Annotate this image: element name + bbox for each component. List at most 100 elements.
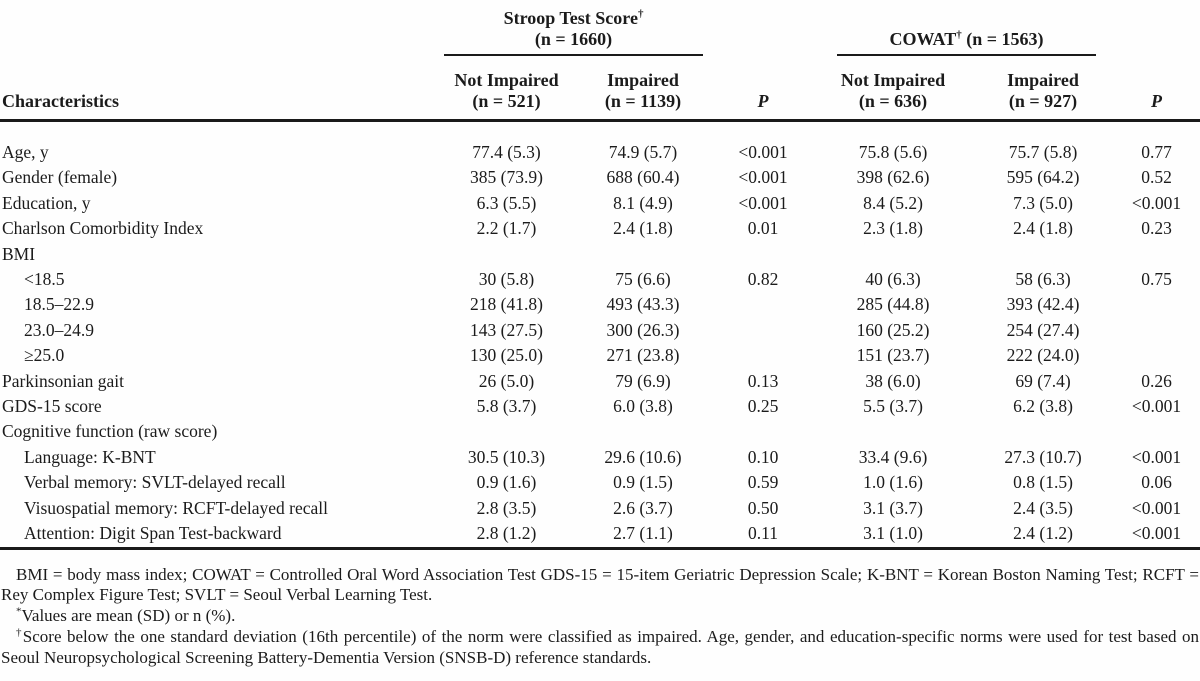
stroop-group-header: Stroop Test Score† (n = 1660) — [440, 2, 713, 56]
table-row: Age, y 77.4 (5.3) 74.9 (5.7) <0.001 75.8 (5.… — [0, 121, 1200, 166]
table-cell: 0.75 — [1141, 269, 1172, 290]
table-row: Charlson Comorbidity Index 2.2 (1.7) 2.4 (… — [0, 216, 1200, 241]
table-cell: 38 (6.0) — [865, 370, 921, 391]
dagger-marker: † — [16, 626, 23, 639]
row-label: 18.5–22.9 — [24, 294, 94, 315]
table-cell — [573, 242, 713, 267]
row-label: GDS-15 score — [2, 396, 102, 417]
table-cell: 79 (6.9) — [615, 370, 671, 391]
table-body: Age, y 77.4 (5.3) 74.9 (5.7) <0.001 75.8 (5.… — [0, 121, 1200, 549]
row-label: Cognitive function (raw score) — [2, 421, 218, 442]
table-cell: 29.6 (10.6) — [604, 446, 682, 467]
table-cell: 75.8 (5.6) — [858, 142, 928, 162]
table-cell: 0.13 — [747, 370, 779, 391]
table-cell: 5.5 (3.7) — [863, 396, 923, 417]
table-cell: 2.3 (1.8) — [863, 218, 923, 239]
table-cell: <0.001 — [1131, 396, 1182, 417]
table-cell: 30.5 (10.3) — [467, 446, 546, 467]
stroop-dagger-marker: † — [637, 8, 644, 20]
cowat-impaired-column-header: Impaired (n = 927) — [973, 56, 1114, 122]
table-cell: 0.10 — [747, 446, 779, 467]
table-cell: 77.4 (5.3) — [472, 142, 541, 162]
cowat-group-title: COWAT† (n = 1563) — [837, 29, 1097, 56]
row-label: Language: K-BNT — [24, 446, 156, 467]
row-label: Charlson Comorbidity Index — [2, 218, 204, 239]
cowat-not-impaired-column-header: Not Impaired (n = 636) — [813, 56, 974, 122]
table-cell: 595 (64.2) — [1006, 167, 1080, 188]
cowat-n-text: (n = 1563) — [966, 29, 1044, 49]
table-cell: 0.01 — [747, 218, 779, 239]
table-row: BMI — [0, 242, 1200, 267]
table-cell — [573, 419, 713, 444]
table-cell: 218 (41.8) — [470, 294, 543, 315]
table-cell: 6.0 (3.8) — [613, 396, 673, 417]
column-header-label: Not Impaired — [454, 70, 559, 90]
column-header-n: (n = 927) — [1008, 91, 1078, 111]
group-header-spacer — [713, 2, 813, 56]
table-row: Parkinsonian gait 26 (5.0) 79 (6.9) 0.13 38 … — [0, 369, 1200, 394]
table-cell: 1.0 (1.6) — [863, 472, 923, 493]
group-header-row: Stroop Test Score† (n = 1660) COWAT† (n … — [0, 2, 1200, 56]
table-cell: 33.4 (9.6) — [858, 446, 928, 467]
values-footnote-text: Values are mean (SD) or n (%). — [21, 606, 236, 626]
table-row: Attention: Digit Span Test-backward 2.8 (… — [0, 521, 1200, 548]
table-row: Verbal memory: SVLT-delayed recall 0.9 (1… — [0, 470, 1200, 495]
column-header-n: (n = 521) — [472, 91, 541, 111]
table-cell: 0.82 — [747, 269, 779, 290]
cowat-dagger-marker: † — [956, 29, 962, 41]
dagger-footnote-text: Score below the one standard deviation (… — [1, 626, 1200, 667]
table-cell — [713, 419, 813, 444]
table-cell: 2.2 (1.7) — [476, 218, 537, 239]
table-row: Language: K-BNT 30.5 (10.3) 29.6 (10.6) 0.1… — [0, 445, 1200, 470]
table-cell: 254 (27.4) — [1006, 319, 1080, 340]
table-cell — [973, 419, 1113, 444]
table-cell: 0.26 — [1141, 370, 1172, 391]
stroop-group-title: Stroop Test Score† (n = 1660) — [444, 8, 704, 56]
table-cell: 151 (23.7) — [856, 345, 930, 366]
table-cell: 2.4 (1.2) — [1013, 523, 1073, 544]
table-cell — [440, 419, 573, 444]
table-cell: 222 (24.0) — [1006, 345, 1080, 366]
column-header-label: Impaired — [1007, 70, 1079, 90]
table-cell: 300 (26.3) — [606, 319, 680, 340]
column-header-n: (n = 636) — [858, 91, 928, 111]
table-cell — [1113, 343, 1200, 368]
table-cell: 0.77 — [1141, 142, 1172, 162]
table-cell: 8.1 (4.9) — [613, 192, 673, 213]
table-cell: 40 (6.3) — [865, 269, 921, 290]
table-cell: <0.001 — [738, 192, 788, 213]
values-footnote: *Values are mean (SD) or n (%). — [1, 606, 1199, 627]
table-cell — [713, 292, 813, 317]
table-cell: 0.50 — [747, 497, 779, 518]
cowat-group-header: COWAT† (n = 1563) — [813, 2, 1113, 56]
table-cell: 3.1 (3.7) — [863, 497, 923, 518]
table-cell — [713, 343, 813, 368]
table-cell: 0.59 — [747, 472, 779, 493]
row-label: ≥25.0 — [24, 345, 65, 366]
abbreviations-footnote: BMI = body mass index; COWAT = Controlle… — [1, 564, 1199, 605]
row-label: Gender (female) — [2, 167, 118, 188]
table-row: Gender (female) 385 (73.9) 688 (60.4) <0.00… — [0, 165, 1200, 190]
table-cell: 27.3 (10.7) — [1004, 446, 1082, 467]
table-row: ≥25.0 130 (25.0) 271 (23.8) 151 (23.7) 222 (… — [0, 343, 1200, 368]
table-cell: <0.001 — [1131, 192, 1182, 213]
table-cell — [713, 318, 813, 343]
table-cell: 6.3 (5.5) — [476, 192, 537, 213]
table-cell: 75 (6.6) — [615, 269, 671, 290]
table-cell: <0.001 — [1131, 446, 1182, 467]
table-cell: 2.6 (3.7) — [613, 497, 673, 518]
table-cell: 2.4 (1.8) — [1013, 218, 1073, 239]
table-cell: 2.4 (1.8) — [613, 218, 673, 239]
table-cell: 393 (42.4) — [1006, 294, 1080, 315]
table-cell — [440, 242, 573, 267]
table-cell: 2.8 (3.5) — [476, 497, 537, 518]
table-cell: <0.001 — [1131, 523, 1182, 544]
table-cell — [1113, 318, 1200, 343]
table-cell: 130 (25.0) — [470, 345, 543, 366]
table-cell: 0.9 (1.6) — [476, 472, 537, 493]
table-cell: 26 (5.0) — [478, 370, 535, 391]
table-cell: 2.8 (1.2) — [476, 523, 537, 544]
table-cell: 398 (62.6) — [856, 167, 930, 188]
row-label: Visuospatial memory: RCFT-delayed recall — [24, 497, 329, 518]
